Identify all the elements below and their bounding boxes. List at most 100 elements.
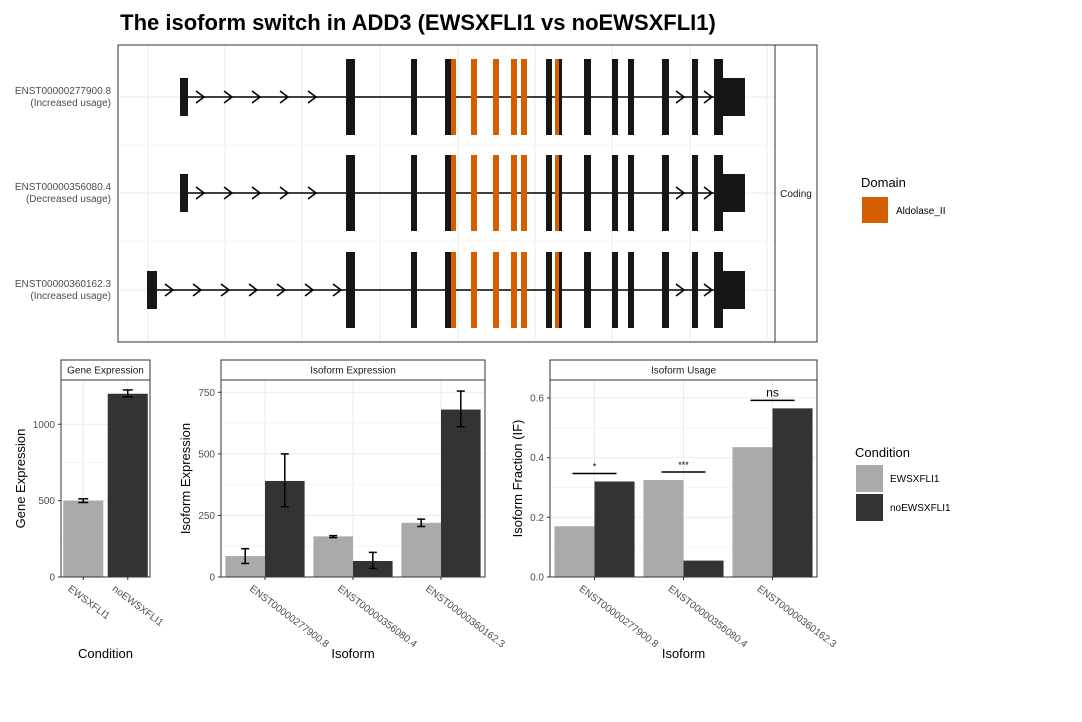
exon-coding [546,59,552,135]
intron-direction-arrow [307,186,318,200]
exon-domain-aldolase [493,155,499,231]
y-tick-label: 750 [198,388,215,399]
condition-legend-title: Condition [855,445,910,460]
intron-direction-arrow [703,186,714,200]
exon-coding [612,59,618,135]
exon-coding [628,252,634,328]
exon-coding [348,155,355,231]
exon-domain-aldolase [521,252,527,328]
exon-domain-aldolase [451,59,456,135]
bar [63,500,104,577]
bar [683,560,724,577]
bar [401,522,441,577]
bar [732,447,773,577]
y-tick-label: 0.2 [530,513,544,524]
exon-coding [546,155,552,231]
exon-coding [628,59,634,135]
exon-last-coding [714,252,723,328]
exon-last-coding [714,59,723,135]
exon-coding [662,59,669,135]
exon-domain-aldolase [521,155,527,231]
exon-coding [348,59,355,135]
y-axis-title: Gene Expression [13,429,28,529]
x-axis-title: Isoform [662,646,705,661]
intron-direction-arrow [223,90,234,104]
intron-direction-arrow [279,90,290,104]
y-tick-label: 1000 [33,420,56,431]
y-tick-label: 500 [38,496,55,507]
structure-strip-label: Coding [780,189,812,200]
y-axis-title: Isoform Fraction (IF) [510,420,525,538]
exon-domain-aldolase [555,252,559,328]
domain-legend-label: Aldolase_II [896,206,945,217]
intron-direction-arrow [675,186,686,200]
exon-coding [662,252,669,328]
exon-domain-aldolase [493,252,499,328]
exon-coding [662,155,669,231]
isoform-usage-label: (Increased usage) [30,98,111,109]
isoform-usage-label: (Increased usage) [30,291,111,302]
condition-legend-label: noEWSXFLI1 [890,503,951,514]
chart-strip [549,359,818,381]
intron-direction-arrow [675,90,686,104]
exon-domain-aldolase [555,59,559,135]
exon-coding [584,155,591,231]
intron-direction-arrow [279,186,290,200]
chart-strip-label: Isoform Expression [310,366,396,377]
y-tick-label: 500 [198,449,215,460]
intron-direction-arrow [251,90,262,104]
exon-first [180,78,188,116]
x-axis-title: Condition [78,646,133,661]
intron-direction-arrow [675,283,686,297]
exon-coding [628,155,634,231]
x-axis-title: Isoform [331,646,374,661]
intron-direction-arrow [251,186,262,200]
bar [594,481,635,577]
bar [225,556,265,577]
condition-legend-key [856,465,883,492]
exon-domain-aldolase [471,155,477,231]
exon-coding [692,252,698,328]
exon-utr [723,78,745,116]
significance-label: ns [766,385,779,399]
y-tick-label: 250 [198,511,215,522]
bar [107,393,148,577]
exon-domain-aldolase [511,252,517,328]
bar [554,526,595,577]
intron-direction-arrow [195,90,206,104]
significance-label: *** [678,460,689,470]
intron-direction-arrow [332,283,343,297]
exon-coding [612,252,618,328]
exon-domain-aldolase [451,155,456,231]
exon-coding [612,155,618,231]
chart-strip [60,359,151,381]
y-tick-label: 0.4 [530,453,544,464]
isoform-usage-label: (Decreased usage) [26,194,111,205]
exon-coding [348,252,355,328]
exon-coding [445,252,451,328]
exon-coding [692,59,698,135]
isoform-id-label: ENST00000277900.8 [15,86,112,97]
domain-legend-key [862,197,888,223]
exon-coding [411,155,417,231]
significance-label: * [593,461,597,471]
y-axis-title: Isoform Expression [178,423,193,534]
intron-direction-arrow [195,186,206,200]
exon-utr [723,174,745,212]
domain-legend-title: Domain [861,175,906,190]
bar [313,536,353,577]
exon-coding [692,155,698,231]
intron-direction-arrow [223,186,234,200]
exon-domain-aldolase [471,59,477,135]
exon-coding [445,155,451,231]
condition-legend: Condition EWSXFLI1 noEWSXFLI1 [855,445,951,521]
bar [643,479,684,577]
isoform-id-label: ENST00000360162.3 [15,279,112,290]
intron-direction-arrow [248,283,259,297]
exon-domain-aldolase [471,252,477,328]
isoform-id-label: ENST00000356080.4 [15,182,112,193]
y-tick-label: 0.0 [530,573,544,584]
intron-direction-arrow [703,283,714,297]
bar [441,409,481,577]
